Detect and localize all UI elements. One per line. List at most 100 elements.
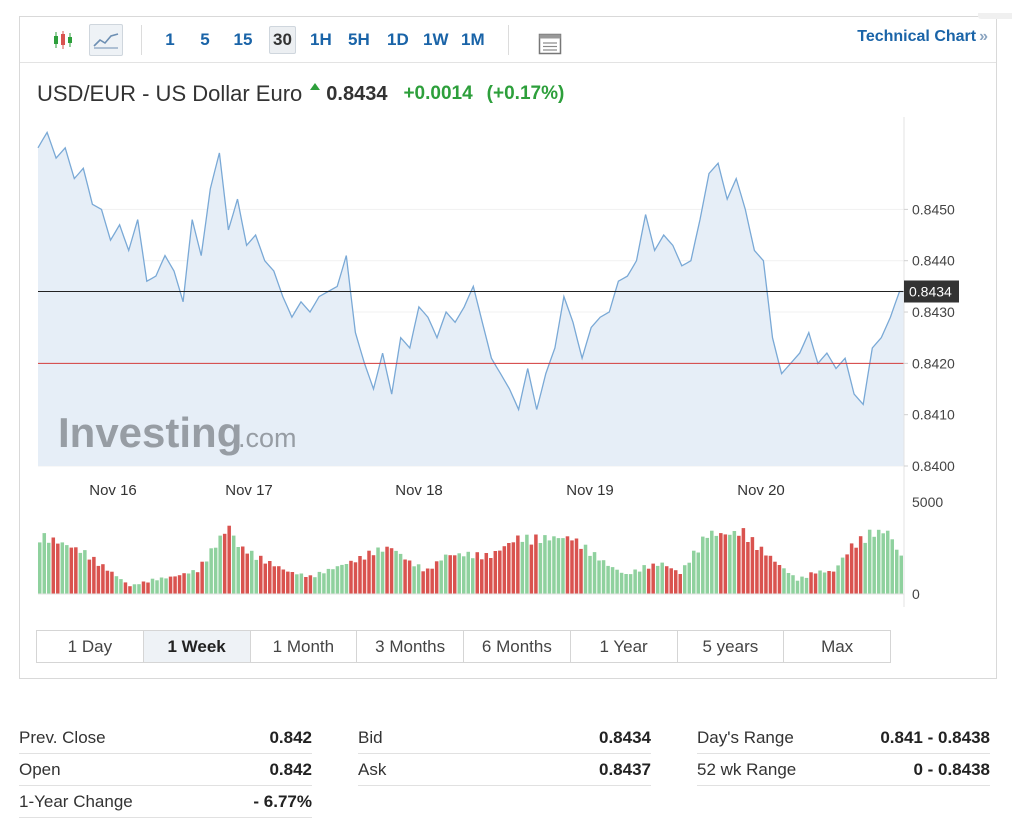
volume-bar <box>701 536 705 594</box>
volume-bar <box>777 565 782 594</box>
technical-chart-link[interactable]: Technical Chart» <box>857 28 988 46</box>
period-tab-1-month[interactable]: 1 Month <box>251 631 358 662</box>
volume-bar <box>313 577 317 594</box>
volume-bar <box>380 551 385 594</box>
stat-label: 1-Year Change <box>19 791 133 811</box>
volume-bar <box>245 553 249 594</box>
period-tab-5-years[interactable]: 5 years <box>678 631 785 662</box>
volume-bar <box>493 551 498 594</box>
volume-bar <box>281 569 286 594</box>
interval-button-1h[interactable]: 1H <box>310 30 332 49</box>
interval-button-30[interactable]: 30 <box>269 26 296 54</box>
volume-bar <box>606 565 610 594</box>
volume-bar <box>389 548 394 594</box>
volume-bar <box>231 535 236 594</box>
volume-bar <box>240 546 245 594</box>
interval-button-1d[interactable]: 1D <box>387 30 409 49</box>
stat-value: 0.842 <box>269 759 312 779</box>
interval-button-1w[interactable]: 1W <box>423 30 449 49</box>
volume-bar <box>484 553 489 594</box>
interval-button-1[interactable]: 1 <box>165 30 175 49</box>
volume-bar <box>448 555 452 594</box>
volume-bar <box>673 570 678 594</box>
stat-row: Prev. Close 0.842 <box>19 722 312 754</box>
area-chart-icon[interactable] <box>89 24 123 56</box>
stat-label: 52 wk Range <box>697 759 797 779</box>
volume-bar <box>511 542 516 594</box>
price-chart[interactable]: Investing.com 0.8400 0.8410 0.8420 0.8430 0.8… <box>20 17 996 617</box>
volume-bar <box>56 543 60 594</box>
volume-bar <box>664 566 669 594</box>
volume-bar <box>191 570 195 594</box>
x-tick-label: Nov 17 <box>225 482 273 499</box>
volume-bar <box>728 534 732 594</box>
volume-bar <box>615 569 619 594</box>
volume-bar <box>362 559 367 594</box>
volume-bar <box>543 535 547 594</box>
volume-bar <box>525 534 529 594</box>
instrument-header: USD/EUR - US Dollar Euro 0.8434 +0.0014 … <box>37 79 578 109</box>
volume-bar <box>737 535 741 594</box>
toolbar-divider <box>508 25 509 55</box>
volume-bar <box>741 528 746 594</box>
volume-bar <box>272 566 277 594</box>
volume-bar <box>710 530 714 594</box>
volume-bar <box>322 573 326 594</box>
volume-bar <box>200 561 204 594</box>
volume-bar <box>47 542 51 594</box>
x-tick-label: Nov 18 <box>395 482 443 499</box>
stats-column: Prev. Close 0.842 Open 0.842 1-Year Change - … <box>19 722 312 818</box>
volume-bar <box>529 544 534 594</box>
period-tab-3-months[interactable]: 3 Months <box>357 631 464 662</box>
volume-bar <box>236 547 240 594</box>
interval-button-15[interactable]: 15 <box>233 30 253 49</box>
volume-bar <box>286 571 290 594</box>
volume-bar <box>385 546 389 594</box>
volume-bar <box>682 565 687 594</box>
interval-button-1m[interactable]: 1M <box>461 30 485 49</box>
volume-bar <box>845 554 849 594</box>
widget-corner-tab <box>978 13 1012 19</box>
volume-bar <box>425 568 430 594</box>
stat-value: - 6.77% <box>253 791 312 811</box>
volume-bar <box>277 566 281 594</box>
period-tab-1-day[interactable]: 1 Day <box>37 631 144 662</box>
period-tab-max[interactable]: Max <box>821 636 854 656</box>
volume-bar <box>732 531 737 594</box>
volume-bar <box>669 568 673 594</box>
table-view-icon[interactable] <box>538 28 562 60</box>
volume-bar <box>132 584 137 594</box>
volume-bar <box>750 537 755 594</box>
interval-button-5[interactable]: 5 <box>200 30 210 49</box>
volume-bar <box>263 563 268 594</box>
y-tick-label: 0.8430 <box>912 304 955 320</box>
volume-bar <box>863 542 867 594</box>
volume-bar <box>51 537 56 594</box>
period-tab-1-week[interactable]: 1 Week <box>143 631 251 662</box>
investing-watermark-suffix: .com <box>238 423 297 453</box>
interval-button-5h[interactable]: 5H <box>348 30 370 49</box>
volume-bar <box>105 570 110 594</box>
volume-bar <box>723 534 728 594</box>
volume-bar <box>344 564 349 594</box>
stat-value: 0.841 - 0.8438 <box>880 727 990 747</box>
volume-bar <box>254 559 259 594</box>
chart-toolbar: 1 5 15 30 1H 5H 1D 1W 1M Technical Chart» <box>20 17 996 63</box>
candlestick-icon[interactable] <box>48 24 78 56</box>
volume-bar <box>443 554 448 594</box>
volume-bar <box>164 578 168 594</box>
volume-bar <box>872 536 876 594</box>
volume-bar <box>83 550 87 594</box>
volume-bar <box>471 558 475 594</box>
volume-bar <box>204 561 209 594</box>
volume-bar <box>574 538 579 594</box>
volume-bar <box>416 564 421 594</box>
stat-label: Open <box>19 759 61 779</box>
volume-bar <box>858 536 863 594</box>
double-chevron-right-icon: » <box>979 28 988 45</box>
period-tab-1-year[interactable]: 1 Year <box>571 631 678 662</box>
volume-bar <box>502 546 507 594</box>
y-tick-label: 0.8440 <box>912 253 955 269</box>
period-tab-6-months[interactable]: 6 Months <box>464 631 571 662</box>
volume-bar <box>867 529 872 594</box>
